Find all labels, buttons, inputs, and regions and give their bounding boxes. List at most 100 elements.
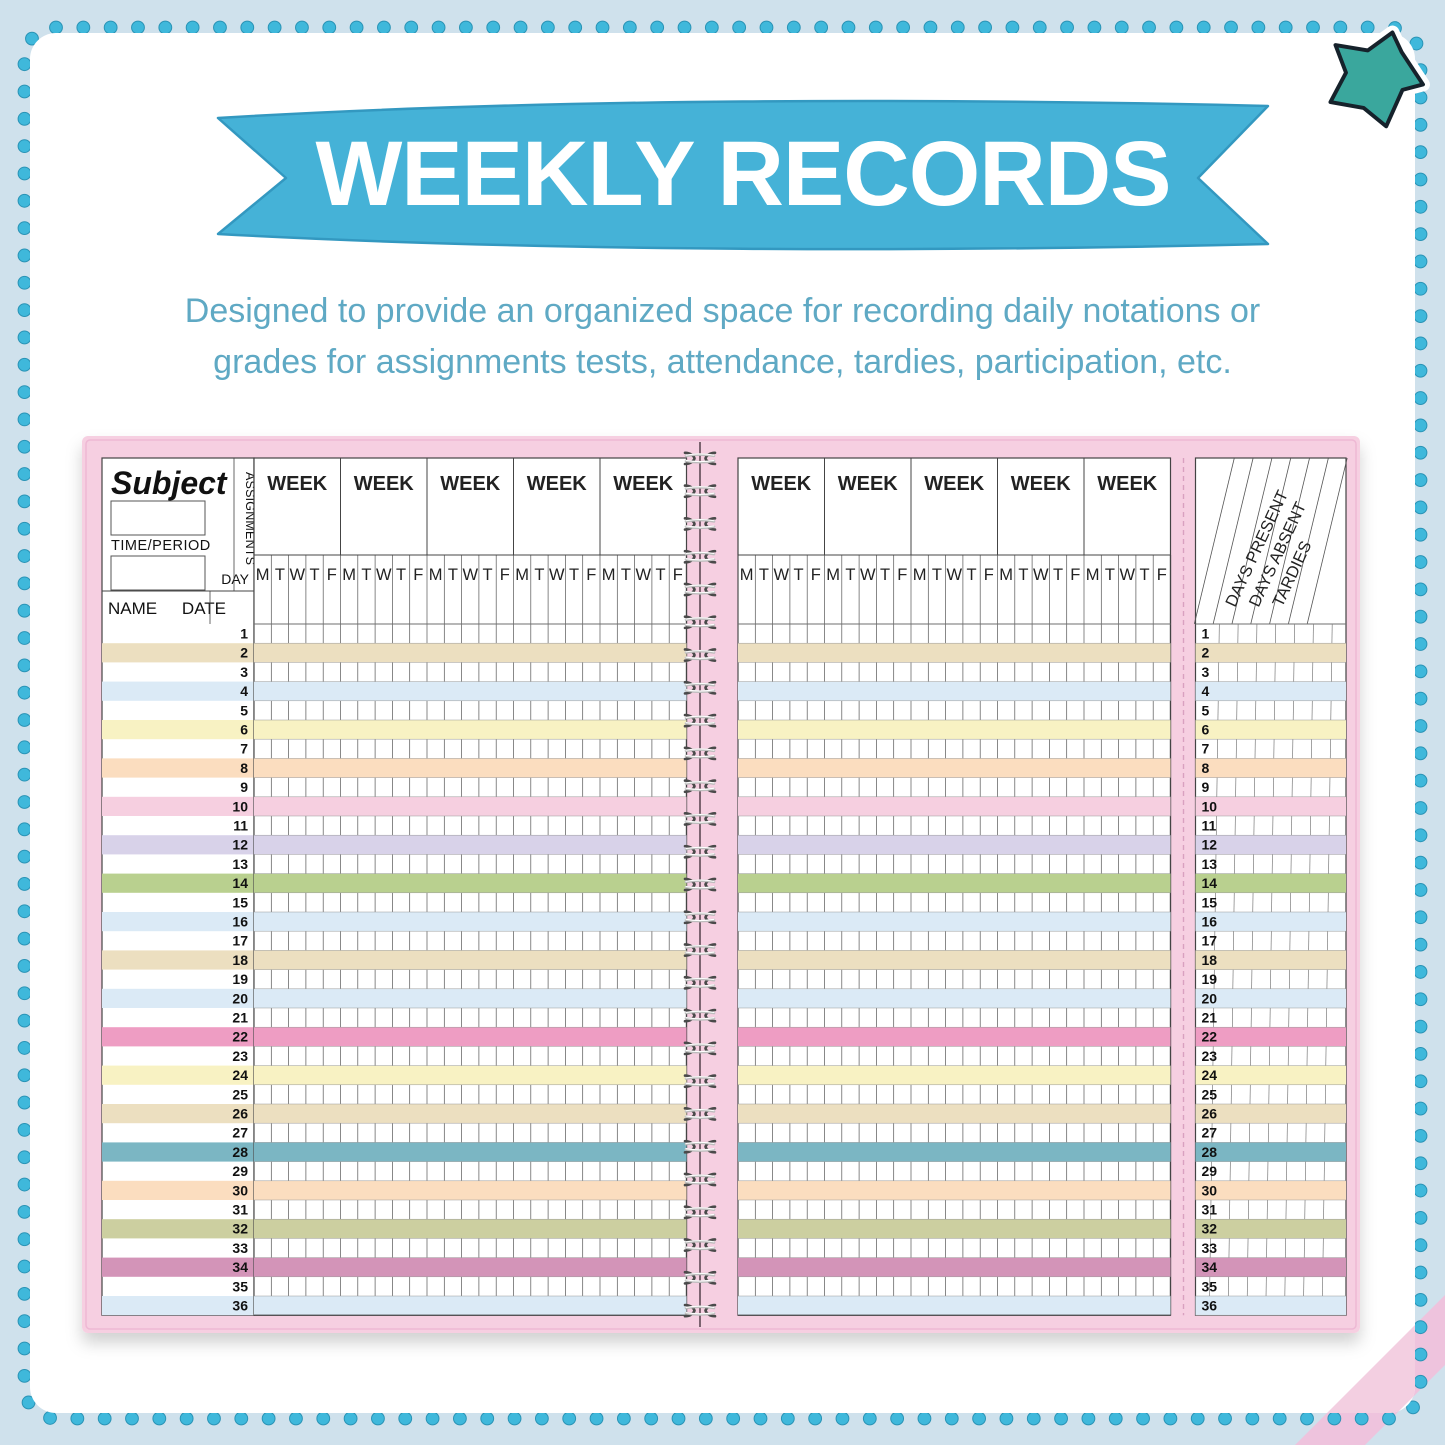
svg-text:15: 15 (232, 894, 248, 910)
svg-text:27: 27 (232, 1125, 248, 1141)
svg-text:30: 30 (232, 1182, 248, 1198)
svg-text:T: T (448, 566, 458, 584)
svg-text:W: W (860, 566, 876, 584)
svg-text:T: T (1105, 566, 1115, 584)
svg-text:T: T (1053, 566, 1063, 584)
svg-text:4: 4 (240, 683, 248, 699)
svg-text:M: M (999, 566, 1013, 584)
svg-text:1: 1 (1202, 626, 1210, 642)
svg-text:17: 17 (232, 933, 248, 949)
svg-text:7: 7 (240, 741, 248, 757)
svg-text:M: M (429, 566, 443, 584)
svg-text:2: 2 (240, 645, 248, 661)
svg-text:6: 6 (240, 722, 248, 738)
svg-text:F: F (500, 566, 510, 584)
svg-text:W: W (635, 566, 651, 584)
svg-text:6: 6 (1202, 722, 1210, 738)
svg-text:M: M (515, 566, 529, 584)
svg-text:23: 23 (232, 1048, 248, 1064)
svg-text:34: 34 (232, 1259, 248, 1275)
svg-text:17: 17 (1202, 933, 1218, 949)
svg-text:WEEK: WEEK (527, 473, 588, 495)
svg-text:29: 29 (232, 1163, 248, 1179)
svg-text:M: M (602, 566, 616, 584)
svg-text:30: 30 (1202, 1182, 1218, 1198)
svg-text:F: F (1157, 566, 1167, 584)
svg-text:1: 1 (240, 626, 248, 642)
svg-text:W: W (462, 566, 478, 584)
svg-text:M: M (342, 566, 356, 584)
svg-text:WEEK: WEEK (267, 473, 328, 495)
svg-text:M: M (1086, 566, 1100, 584)
svg-text:T: T (967, 566, 977, 584)
svg-text:24: 24 (232, 1067, 248, 1083)
svg-text:WEEK: WEEK (1097, 473, 1158, 495)
svg-text:DATE: DATE (182, 599, 226, 618)
svg-text:19: 19 (1202, 971, 1218, 987)
svg-text:WEEK: WEEK (354, 473, 415, 495)
svg-text:T: T (361, 566, 371, 584)
svg-text:25: 25 (1202, 1086, 1218, 1102)
svg-text:22: 22 (232, 1029, 248, 1045)
svg-text:32: 32 (232, 1221, 248, 1237)
svg-text:F: F (673, 566, 683, 584)
svg-text:T: T (310, 566, 320, 584)
svg-text:W: W (946, 566, 962, 584)
svg-text:T: T (1140, 566, 1150, 584)
svg-text:W: W (376, 566, 392, 584)
svg-text:T: T (396, 566, 406, 584)
svg-text:T: T (275, 566, 285, 584)
svg-text:33: 33 (1202, 1240, 1218, 1256)
svg-text:34: 34 (1202, 1259, 1218, 1275)
svg-text:W: W (1119, 566, 1135, 584)
svg-text:WEEK: WEEK (751, 473, 812, 495)
svg-text:WEEK: WEEK (924, 473, 985, 495)
svg-text:F: F (413, 566, 423, 584)
svg-text:F: F (897, 566, 907, 584)
svg-text:NAME: NAME (108, 599, 157, 618)
svg-text:W: W (773, 566, 789, 584)
svg-text:T: T (534, 566, 544, 584)
svg-text:11: 11 (233, 818, 248, 834)
svg-text:35: 35 (232, 1278, 248, 1294)
svg-text:3: 3 (240, 664, 248, 680)
svg-text:12: 12 (1202, 837, 1218, 853)
svg-text:14: 14 (232, 875, 248, 891)
svg-text:DAY: DAY (221, 571, 249, 587)
svg-text:2: 2 (1202, 645, 1210, 661)
svg-text:10: 10 (232, 798, 248, 814)
svg-text:32: 32 (1202, 1221, 1218, 1237)
svg-text:M: M (256, 566, 270, 584)
svg-text:26: 26 (232, 1106, 248, 1122)
svg-text:WEEK: WEEK (1011, 473, 1072, 495)
svg-text:20: 20 (1202, 990, 1218, 1006)
svg-text:26: 26 (1202, 1106, 1218, 1122)
svg-text:27: 27 (1202, 1125, 1218, 1141)
svg-text:F: F (327, 566, 337, 584)
svg-text:F: F (811, 566, 821, 584)
svg-text:31: 31 (232, 1202, 248, 1218)
svg-text:Subject: Subject (111, 465, 228, 501)
svg-text:W: W (549, 566, 565, 584)
svg-text:W: W (289, 566, 305, 584)
svg-text:15: 15 (1202, 894, 1218, 910)
svg-text:WEEK: WEEK (838, 473, 899, 495)
svg-text:T: T (880, 566, 890, 584)
svg-text:WEEK: WEEK (613, 473, 674, 495)
svg-text:T: T (932, 566, 942, 584)
svg-text:7: 7 (1202, 741, 1210, 757)
svg-text:F: F (586, 566, 596, 584)
svg-text:TIME/PERIOD: TIME/PERIOD (111, 538, 211, 554)
svg-text:12: 12 (232, 837, 248, 853)
svg-text:W: W (1033, 566, 1049, 584)
svg-text:19: 19 (232, 971, 248, 987)
svg-text:T: T (569, 566, 579, 584)
svg-text:M: M (913, 566, 927, 584)
svg-text:F: F (1070, 566, 1080, 584)
svg-text:25: 25 (232, 1086, 248, 1102)
svg-text:20: 20 (232, 990, 248, 1006)
svg-text:10: 10 (1202, 798, 1218, 814)
svg-text:23: 23 (1202, 1048, 1218, 1064)
svg-text:16: 16 (1202, 914, 1218, 930)
svg-text:8: 8 (240, 760, 248, 776)
